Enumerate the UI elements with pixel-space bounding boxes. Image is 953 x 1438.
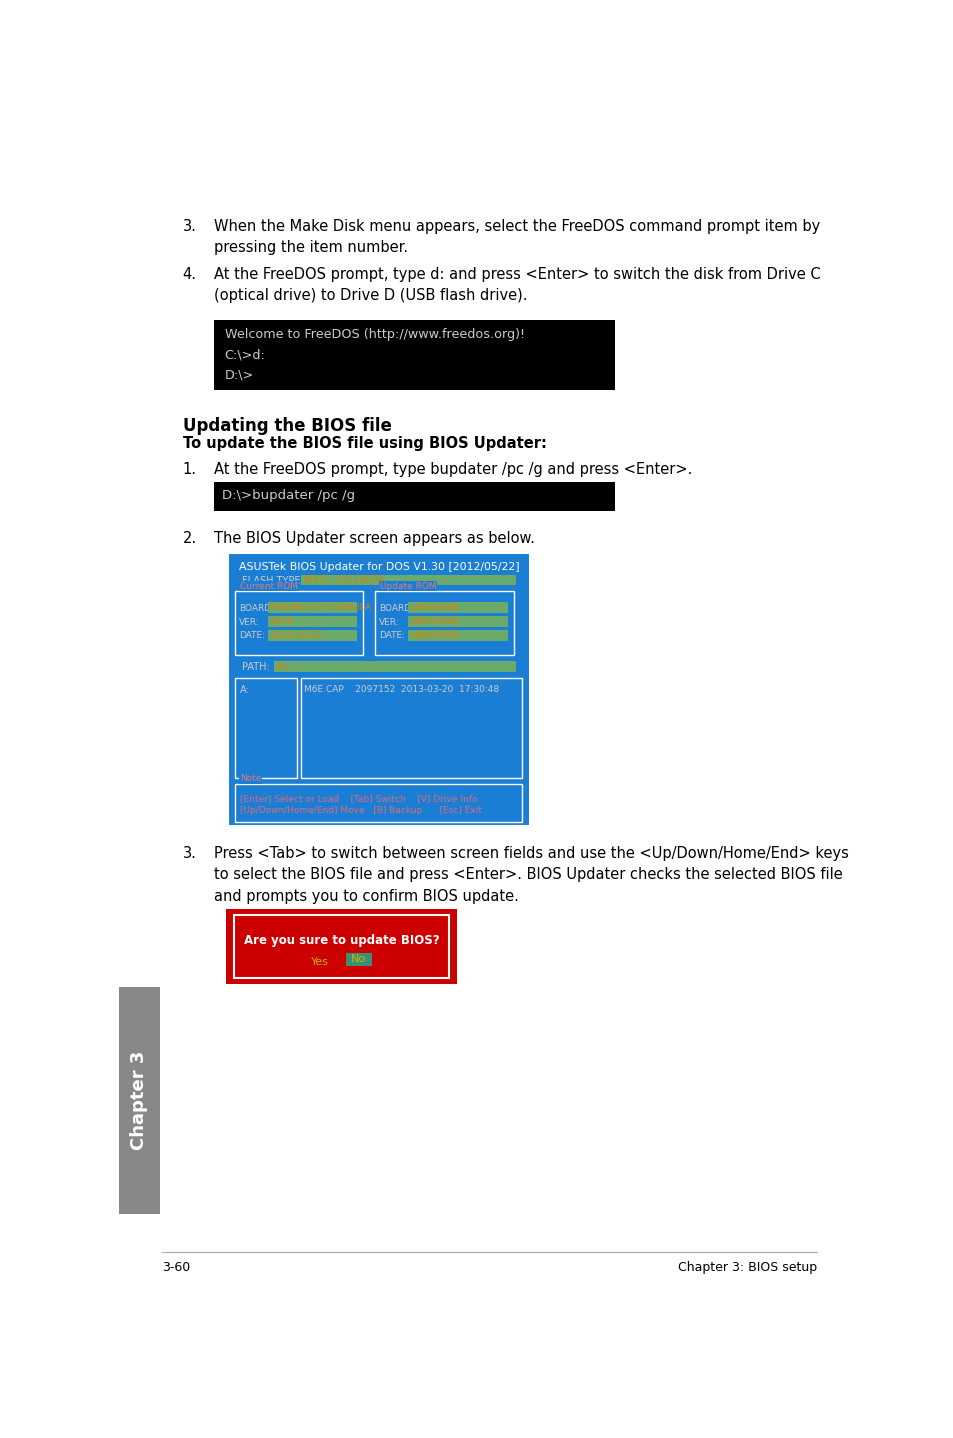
Text: MAXIMUS VI FORMULA: MAXIMUS VI FORMULA bbox=[270, 603, 371, 613]
Bar bbox=[213, 321, 615, 390]
Text: 0204: 0204 bbox=[270, 617, 293, 626]
Bar bbox=[268, 615, 356, 627]
Text: Yes: Yes bbox=[311, 958, 329, 968]
Bar bbox=[213, 482, 615, 512]
Text: Note: Note bbox=[240, 774, 261, 784]
Text: To update the BIOS file using BIOS Updater:: To update the BIOS file using BIOS Updat… bbox=[183, 436, 546, 452]
Text: A:: A: bbox=[240, 686, 250, 696]
Text: [Enter] Select or Load    [Tab] Switch    [V] Drive Info: [Enter] Select or Load [Tab] Switch [V] … bbox=[240, 794, 477, 802]
Bar bbox=[235, 677, 297, 778]
Text: [Up/Down/Home/End] Move   [B] Backup      [Esc] Exit: [Up/Down/Home/End] Move [B] Backup [Esc]… bbox=[240, 807, 481, 815]
Text: Chapter 3: Chapter 3 bbox=[131, 1051, 149, 1150]
Text: MX1C 25L1065A: MX1C 25L1065A bbox=[303, 575, 384, 585]
Text: M6E.CAP    2097152  2013-03-20  17:30:48: M6E.CAP 2097152 2013-03-20 17:30:48 bbox=[304, 686, 499, 695]
Text: Welcome to FreeDOS (http://www.freedos.org)!
C:\>d:
D:\>: Welcome to FreeDOS (http://www.freedos.o… bbox=[224, 328, 524, 381]
Text: PATH:: PATH: bbox=[241, 663, 269, 673]
Text: At the FreeDOS prompt, type bupdater /pc /g and press <Enter>.: At the FreeDOS prompt, type bupdater /pc… bbox=[213, 462, 692, 477]
Text: DATE:: DATE: bbox=[239, 631, 265, 640]
Text: Current ROM: Current ROM bbox=[240, 581, 298, 591]
Bar bbox=[268, 630, 356, 641]
Text: Chapter 3: BIOS setup: Chapter 3: BIOS setup bbox=[677, 1261, 816, 1274]
Bar bbox=[407, 603, 508, 613]
Bar bbox=[268, 603, 356, 613]
Bar bbox=[226, 909, 456, 984]
Text: When the Make Disk menu appears, select the FreeDOS command prompt item by
press: When the Make Disk menu appears, select … bbox=[213, 219, 820, 256]
Text: UNKNOWN: UNKNOWN bbox=[410, 631, 457, 640]
Text: UNKNOWN: UNKNOWN bbox=[410, 617, 457, 626]
Bar bbox=[233, 915, 449, 978]
Bar bbox=[375, 591, 514, 654]
Text: Are you sure to update BIOS?: Are you sure to update BIOS? bbox=[244, 935, 439, 948]
Text: A:\: A:\ bbox=[276, 661, 290, 672]
Text: 3-60: 3-60 bbox=[162, 1261, 190, 1274]
Bar bbox=[235, 591, 363, 654]
Text: 4.: 4. bbox=[183, 266, 196, 282]
Bar bbox=[235, 784, 521, 823]
Text: ASUSTek BIOS Updater for DOS V1.30 [2012/05/22]: ASUSTek BIOS Updater for DOS V1.30 [2012… bbox=[238, 562, 518, 572]
Bar bbox=[228, 554, 530, 827]
Bar bbox=[119, 988, 159, 1214]
Text: No: No bbox=[351, 953, 366, 963]
Text: 3.: 3. bbox=[183, 219, 196, 234]
Text: VER:: VER: bbox=[239, 617, 260, 627]
Text: Updating the BIOS file: Updating the BIOS file bbox=[183, 417, 392, 436]
Text: DATE:: DATE: bbox=[378, 631, 404, 640]
Text: 01/01/2012: 01/01/2012 bbox=[270, 631, 322, 640]
Text: Press <Tab> to switch between screen fields and use the <Up/Down/Home/End> keys
: Press <Tab> to switch between screen fie… bbox=[213, 846, 848, 903]
Bar bbox=[407, 615, 508, 627]
Bar bbox=[301, 575, 516, 585]
Bar bbox=[345, 953, 372, 966]
Bar bbox=[274, 660, 516, 672]
Bar bbox=[407, 630, 508, 641]
Text: 2.: 2. bbox=[183, 532, 196, 546]
Text: 1.: 1. bbox=[183, 462, 196, 477]
Text: FLASH TYPE:: FLASH TYPE: bbox=[241, 577, 303, 587]
Text: At the FreeDOS prompt, type d: and press <Enter> to switch the disk from Drive C: At the FreeDOS prompt, type d: and press… bbox=[213, 266, 820, 303]
Text: Update ROM: Update ROM bbox=[379, 581, 436, 591]
Text: 3.: 3. bbox=[183, 846, 196, 860]
Text: VER:: VER: bbox=[378, 617, 399, 627]
Text: The BIOS Updater screen appears as below.: The BIOS Updater screen appears as below… bbox=[213, 532, 534, 546]
Text: BOARD:: BOARD: bbox=[378, 604, 414, 613]
Bar bbox=[228, 554, 530, 827]
Text: D:\>bupdater /pc /g: D:\>bupdater /pc /g bbox=[221, 489, 355, 502]
Text: BOARD:: BOARD: bbox=[239, 604, 274, 613]
Bar bbox=[300, 677, 521, 778]
Text: UNKNOWN: UNKNOWN bbox=[410, 603, 457, 613]
